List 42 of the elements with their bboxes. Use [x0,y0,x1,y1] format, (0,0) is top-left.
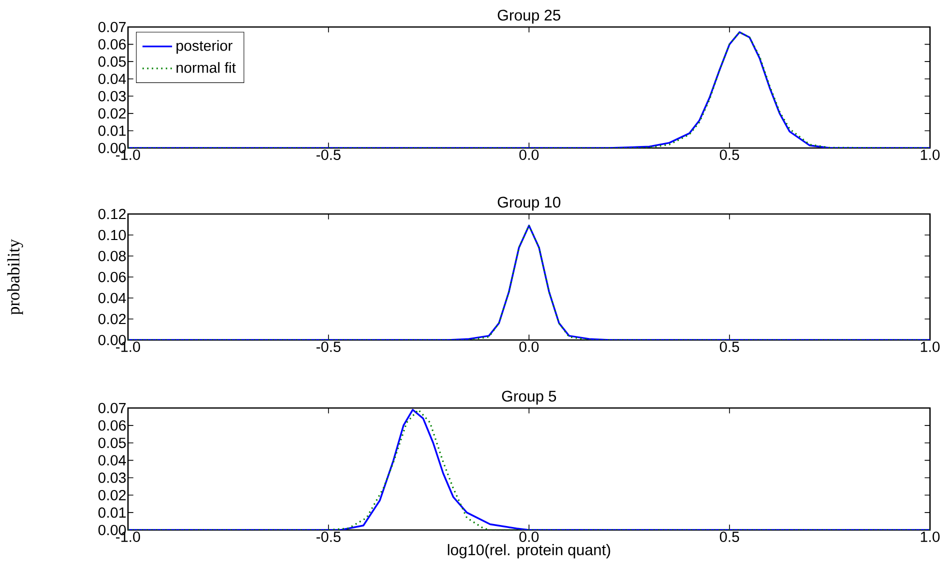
x-tick-label: 0.5 [720,342,740,352]
y-tick-label: 0.05 [98,56,126,67]
y-tick-label: 0.02 [98,490,126,500]
y-tick-label: 0.06 [98,420,126,431]
y-tick-label: 0.03 [98,90,126,102]
chart-title: Group 25 [498,10,560,24]
line-series [128,31,930,148]
y-tick-label: 0.01 [98,507,126,518]
y-tick-label: 0.03 [98,472,126,483]
y-tick-label: 0.06 [98,39,126,50]
x-tick-label: -0.5 [316,150,341,160]
y-tick-label: 0.06 [98,272,126,282]
x-tick-label: 1.0 [920,342,940,352]
x-tick-label: 0.0 [519,532,539,542]
x-tick-label: 0.5 [720,150,740,160]
y-tick-label: 0.02 [98,314,126,324]
y-tick-label: 0.10 [98,230,126,240]
x-tick-label: -0.5 [316,342,341,352]
y-axis-title: probability [7,239,24,315]
x-tick-label: 0.0 [519,150,539,160]
x-tick-label: 1.0 [920,532,940,542]
y-tick-label: 0.12 [98,208,126,220]
line-series [128,408,930,530]
x-tick-label: 1.0 [920,150,940,160]
chart-title: Group 10 [498,196,560,211]
x-tick-label: -0.5 [316,532,341,542]
y-tick-label: 0.04 [98,455,126,466]
line-series [128,224,930,340]
y-tick-label: 0.01 [98,126,126,136]
y-tick-label: 0.04 [98,292,126,304]
legend-label: normal fit [176,62,236,73]
x-axis-title: log10(rel. protein quant) [448,544,610,558]
y-tick-label: 0.02 [98,108,126,119]
x-tick-label: 0.5 [720,532,740,542]
y-tick-label: 0.07 [98,402,126,414]
y-tick-label: 0.08 [98,250,126,262]
legend-label: posterior [176,40,232,54]
y-tick-label: 0.04 [98,74,126,84]
x-tick-label: 0.0 [519,342,539,352]
y-tick-label: 0.07 [98,22,126,32]
y-tick-label: 0.05 [98,438,126,448]
chart-title: Group 5 [502,390,556,405]
